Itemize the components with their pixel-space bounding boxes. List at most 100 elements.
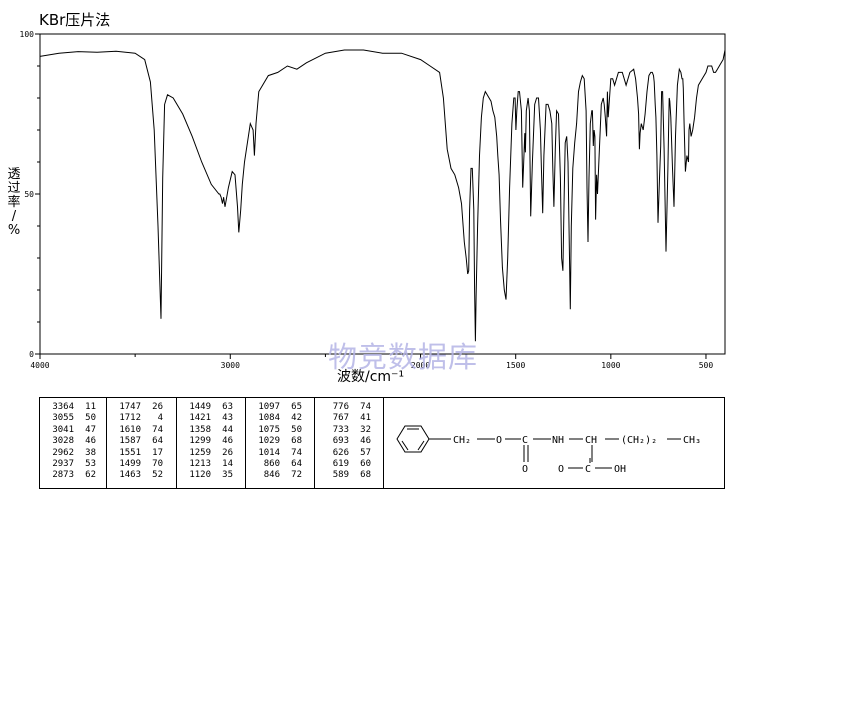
- peak-table: 3364 11 3055 50 3041 47 3028 46 2962 38 2937 53 2873…: [39, 397, 725, 489]
- peak-transmittance: 70: [152, 459, 163, 469]
- peak-wavenumber: 1358: [189, 424, 211, 435]
- y-axis-label: 透过率 /%: [7, 167, 21, 238]
- peak-wavenumber: 1551: [119, 447, 141, 458]
- peak-wavenumber: 1499: [119, 459, 141, 469]
- peak-wavenumber: 1120: [189, 470, 211, 481]
- molecule-structure: CH₂ O C O NH CH (CH₂)₂ CH₃ O C OH: [396, 425, 701, 475]
- peak-transmittance: 65: [291, 402, 302, 412]
- peak-wavenumber: 1747: [119, 402, 141, 412]
- peak-wavenumber: 619: [332, 459, 349, 469]
- peak-wavenumber: 1097: [258, 402, 280, 412]
- peak-wavenumber: 2937: [52, 459, 74, 469]
- peak-wavenumber: 1259: [189, 447, 211, 458]
- peak-wavenumber: 767: [332, 413, 349, 424]
- peak-wavenumber: 1029: [258, 436, 280, 447]
- x-tick-label: 3000: [221, 361, 240, 370]
- peak-wavenumber: 1299: [189, 436, 211, 447]
- peak-transmittance: 41: [360, 413, 371, 424]
- peak-transmittance: 53: [85, 459, 96, 469]
- peak-wavenumber: 3364: [52, 402, 74, 412]
- peak-wavenumber: 1075: [258, 424, 280, 435]
- peak-transmittance: 68: [360, 470, 371, 481]
- x-tick-label: 1500: [506, 361, 525, 370]
- peak-wavenumber: 3028: [52, 436, 74, 447]
- peak-transmittance: 38: [85, 447, 96, 458]
- peak-transmittance: 46: [222, 436, 233, 447]
- x-tick-label: 500: [699, 361, 714, 370]
- peak-transmittance: 26: [222, 447, 233, 458]
- peak-transmittance: 26: [152, 402, 163, 412]
- peak-transmittance: 68: [291, 436, 302, 447]
- label-ch2: CH₂: [453, 435, 471, 446]
- label-ch3: CH₃: [683, 435, 701, 446]
- label-oh: OH: [614, 464, 626, 475]
- peak-wavenumber: 1449: [189, 402, 211, 412]
- peak-column: 1097 65 1084 42 1075 50 1029 68 1014 74 860 64 846 72: [246, 398, 315, 488]
- peak-transmittance: 4: [157, 413, 163, 424]
- peak-transmittance: 52: [152, 470, 163, 481]
- peak-column: 1747 26 1712 4 1610 74 1587 64 1551 17 1499 70 1463 5…: [107, 398, 177, 488]
- peak-transmittance: 60: [360, 459, 371, 469]
- peak-wavenumber: 626: [332, 447, 349, 458]
- peak-wavenumber: 1084: [258, 413, 280, 424]
- peak-transmittance: 57: [360, 447, 371, 458]
- y-tick-label: 50: [24, 190, 34, 199]
- peak-transmittance: 17: [152, 447, 163, 458]
- y-tick-label: 0: [29, 350, 34, 359]
- x-tick-label: 2000: [411, 361, 430, 370]
- label-chain: (CH₂)₂: [621, 435, 657, 446]
- x-axis-label: 波数/cm⁻¹: [337, 369, 405, 385]
- peak-wavenumber: 1421: [189, 413, 211, 424]
- peak-transmittance: 74: [360, 402, 371, 412]
- peak-transmittance: 63: [222, 402, 233, 412]
- peak-wavenumber: 1587: [119, 436, 141, 447]
- label-ch: CH: [585, 435, 597, 446]
- spectrum-line: [39, 49, 726, 342]
- peak-wavenumber: 776: [332, 402, 349, 412]
- x-tick-label: 1000: [601, 361, 620, 370]
- peak-wavenumber: 1610: [119, 424, 141, 435]
- peak-wavenumber: 3041: [52, 424, 74, 435]
- peak-wavenumber: 1213: [189, 459, 211, 469]
- peak-transmittance: 42: [291, 413, 302, 424]
- peak-transmittance: 74: [152, 424, 163, 435]
- plot-frame: [39, 33, 726, 355]
- chart-title: KBr压片法: [39, 11, 111, 29]
- peak-wavenumber: 846: [263, 470, 280, 481]
- peak-wavenumber: 1014: [258, 447, 280, 458]
- x-tick-label: 4000: [30, 361, 49, 370]
- peak-transmittance: 43: [222, 413, 233, 424]
- peak-wavenumber: 733: [332, 424, 349, 435]
- peak-wavenumber: 693: [332, 436, 349, 447]
- peak-wavenumber: 589: [332, 470, 349, 481]
- peak-transmittance: 46: [85, 436, 96, 447]
- peak-transmittance: 50: [291, 424, 302, 435]
- peak-wavenumber: 1712: [119, 413, 141, 424]
- peak-column: 3364 11 3055 50 3041 47 3028 46 2962 38 2937 53 2873…: [40, 398, 107, 488]
- peak-transmittance: 14: [222, 459, 233, 469]
- peak-transmittance: 47: [85, 424, 96, 435]
- peak-wavenumber: 2873: [52, 470, 74, 481]
- peak-column: 776 74 767 41 733 32 693 46 626 57 619 60 589 68: [315, 398, 384, 488]
- peak-transmittance: 62: [85, 470, 96, 481]
- label-acid-o: O: [558, 464, 564, 475]
- peak-transmittance: 46: [360, 436, 371, 447]
- peak-transmittance: 50: [85, 413, 96, 424]
- peak-wavenumber: 1463: [119, 470, 141, 481]
- peak-wavenumber: 860: [263, 459, 280, 469]
- label-nh: NH: [552, 435, 564, 446]
- peak-transmittance: 74: [291, 447, 302, 458]
- peak-wavenumber: 2962: [52, 447, 74, 458]
- peak-transmittance: 72: [291, 470, 302, 481]
- peak-transmittance: 44: [222, 424, 233, 435]
- peak-transmittance: 32: [360, 424, 371, 435]
- watermark: 物竞数据库: [328, 340, 479, 374]
- peak-transmittance: 35: [222, 470, 233, 481]
- peak-transmittance: 64: [291, 459, 302, 469]
- label-carbamate-c: C: [522, 435, 528, 446]
- peak-wavenumber: 3055: [52, 413, 74, 424]
- label-carbonyl-o: O: [522, 464, 528, 475]
- label-ester-o: O: [496, 435, 502, 446]
- peak-transmittance: 11: [85, 402, 96, 412]
